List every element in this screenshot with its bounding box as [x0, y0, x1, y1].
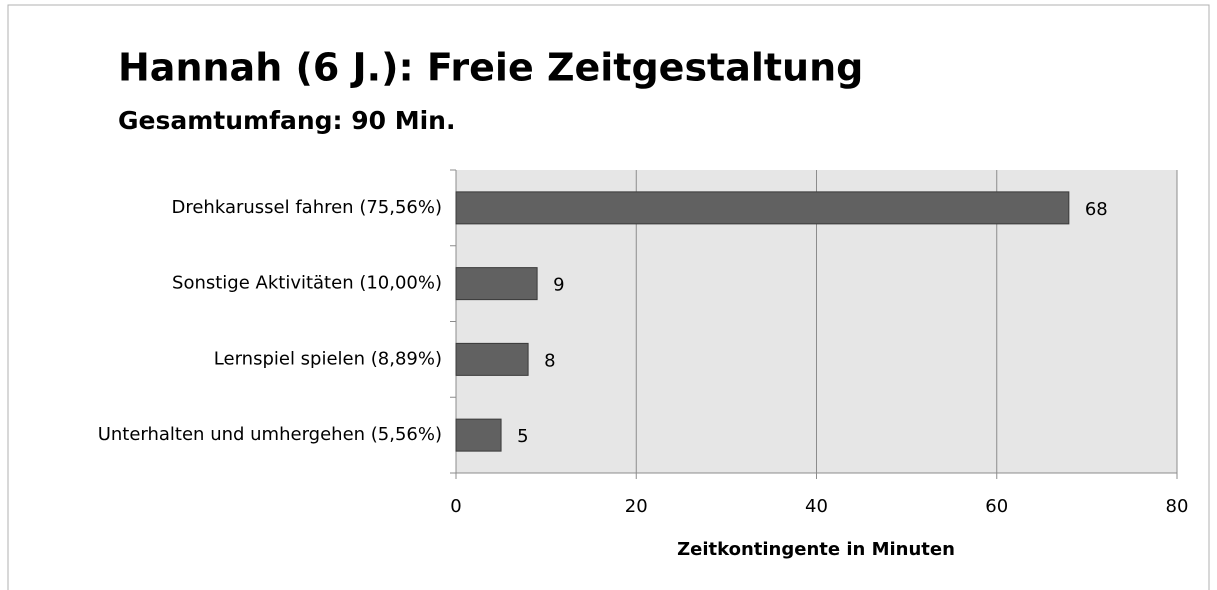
value-label: 68 — [1085, 199, 1108, 220]
x-tick-label: 80 — [1166, 496, 1189, 517]
bar — [455, 267, 538, 301]
value-label: 5 — [517, 426, 528, 447]
x-tick-label: 40 — [805, 496, 828, 517]
y-tick-label: Lernspiel spielen (8,89%) — [214, 348, 442, 369]
y-tick-label: Drehkarussel fahren (75,56%) — [171, 197, 442, 218]
chart-subtitle: Gesamtumfang: 90 Min. — [118, 106, 455, 135]
x-axis-label: Zeitkontingente in Minuten — [677, 539, 955, 560]
x-tick-label: 0 — [450, 496, 461, 517]
y-tick-label: Sonstige Aktivitäten (10,00%) — [172, 273, 442, 294]
y-tick-label: Unterhalten und umhergehen (5,56%) — [98, 424, 442, 445]
x-tick-label: 20 — [625, 496, 648, 517]
value-label: 9 — [553, 275, 564, 296]
bar — [455, 191, 1070, 225]
chart-title: Hannah (6 J.): Freie Zeitgestaltung — [118, 46, 863, 90]
value-label: 8 — [544, 350, 555, 371]
bar — [455, 342, 529, 376]
x-tick-label: 60 — [985, 496, 1008, 517]
bar — [455, 418, 502, 452]
